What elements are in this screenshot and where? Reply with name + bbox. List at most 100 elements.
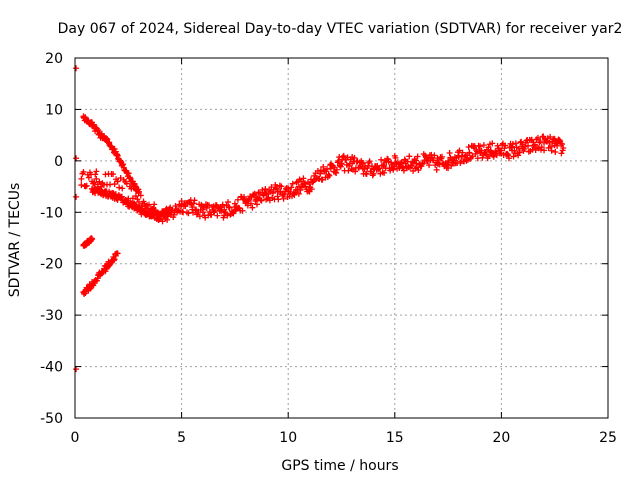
data-point xyxy=(73,193,80,200)
data-point xyxy=(541,147,548,154)
data-point xyxy=(274,193,281,200)
data-point xyxy=(478,147,485,154)
data-point xyxy=(125,170,132,177)
data-point xyxy=(406,153,413,160)
data-point xyxy=(212,207,219,214)
data-point xyxy=(381,169,388,176)
data-point xyxy=(333,166,340,173)
data-point xyxy=(295,190,302,197)
data-point xyxy=(469,153,476,160)
data-point xyxy=(251,190,258,197)
axis-ticks: 0 5 10 15 20 25 -50 -40 -30 -20 -10 0 10 20 xyxy=(40,51,617,446)
data-point xyxy=(398,159,405,166)
data-point xyxy=(370,170,377,177)
data-point xyxy=(93,175,100,182)
data-point xyxy=(534,134,541,141)
data-point xyxy=(485,144,492,151)
data-point xyxy=(560,145,567,151)
data-point xyxy=(224,212,231,219)
data-point xyxy=(253,201,260,208)
data-point xyxy=(359,159,366,166)
data-point xyxy=(552,148,559,155)
data-point xyxy=(300,175,307,182)
data-point xyxy=(448,162,455,169)
data-point xyxy=(408,163,415,170)
data-point xyxy=(218,208,225,215)
data-point xyxy=(306,181,313,187)
data-point xyxy=(280,195,287,202)
data-point xyxy=(407,162,414,169)
data-point xyxy=(317,167,324,174)
data-point xyxy=(278,183,285,190)
data-point xyxy=(159,218,166,225)
data-point xyxy=(546,139,553,146)
data-point xyxy=(380,162,387,169)
data-point xyxy=(291,192,298,199)
data-points xyxy=(73,65,567,373)
data-point xyxy=(445,165,452,172)
data-point xyxy=(400,167,407,174)
y-tick-label: -30 xyxy=(40,308,63,324)
data-point xyxy=(505,152,512,159)
data-point xyxy=(151,201,158,208)
x-tick-label: 5 xyxy=(177,430,186,446)
data-point xyxy=(289,180,296,187)
data-point xyxy=(363,171,370,178)
y-tick-label: 10 xyxy=(45,102,63,118)
data-point xyxy=(234,196,241,203)
y-tick-label: -20 xyxy=(40,257,63,273)
data-point xyxy=(333,169,340,176)
data-point xyxy=(111,256,118,263)
data-point xyxy=(352,168,359,175)
y-axis-label: SDTVAR / TECUs xyxy=(7,183,23,298)
data-point xyxy=(547,143,554,150)
data-point xyxy=(119,185,126,192)
data-point xyxy=(249,204,256,211)
data-point xyxy=(78,182,85,189)
y-tick-label: -50 xyxy=(40,411,63,427)
data-point xyxy=(456,147,463,154)
series-rising-lower xyxy=(80,250,121,298)
data-point xyxy=(390,166,397,173)
data-point xyxy=(537,138,544,145)
data-point xyxy=(301,180,308,187)
data-point xyxy=(90,180,97,187)
series-short-segment xyxy=(80,235,96,249)
data-point xyxy=(509,141,516,148)
data-point xyxy=(123,180,130,187)
data-point xyxy=(548,147,555,154)
data-point xyxy=(335,157,342,164)
data-point xyxy=(361,166,368,173)
data-point xyxy=(288,184,295,191)
data-point xyxy=(392,154,399,161)
plot-frame xyxy=(74,57,609,419)
data-point xyxy=(351,154,358,161)
data-point xyxy=(305,187,312,194)
data-point xyxy=(239,207,246,214)
data-point xyxy=(515,145,522,152)
data-point xyxy=(439,153,446,160)
data-point xyxy=(401,156,408,163)
data-point xyxy=(508,144,515,151)
data-point xyxy=(241,193,248,200)
data-point xyxy=(190,200,197,207)
x-tick-label: 25 xyxy=(599,430,617,446)
data-point xyxy=(219,201,226,208)
data-point xyxy=(206,202,213,209)
data-point xyxy=(85,174,92,181)
data-point xyxy=(262,185,269,192)
data-point xyxy=(96,178,103,185)
data-point xyxy=(414,153,421,160)
data-point xyxy=(317,170,324,177)
data-point xyxy=(89,236,96,243)
data-point xyxy=(431,152,438,159)
data-point xyxy=(146,201,153,208)
data-point xyxy=(531,141,538,148)
data-point xyxy=(114,178,121,185)
data-point xyxy=(510,153,517,160)
data-point xyxy=(214,212,221,219)
y-tick-label: -40 xyxy=(40,360,63,376)
data-point xyxy=(222,209,229,216)
data-point xyxy=(199,209,206,216)
data-point xyxy=(538,144,545,151)
